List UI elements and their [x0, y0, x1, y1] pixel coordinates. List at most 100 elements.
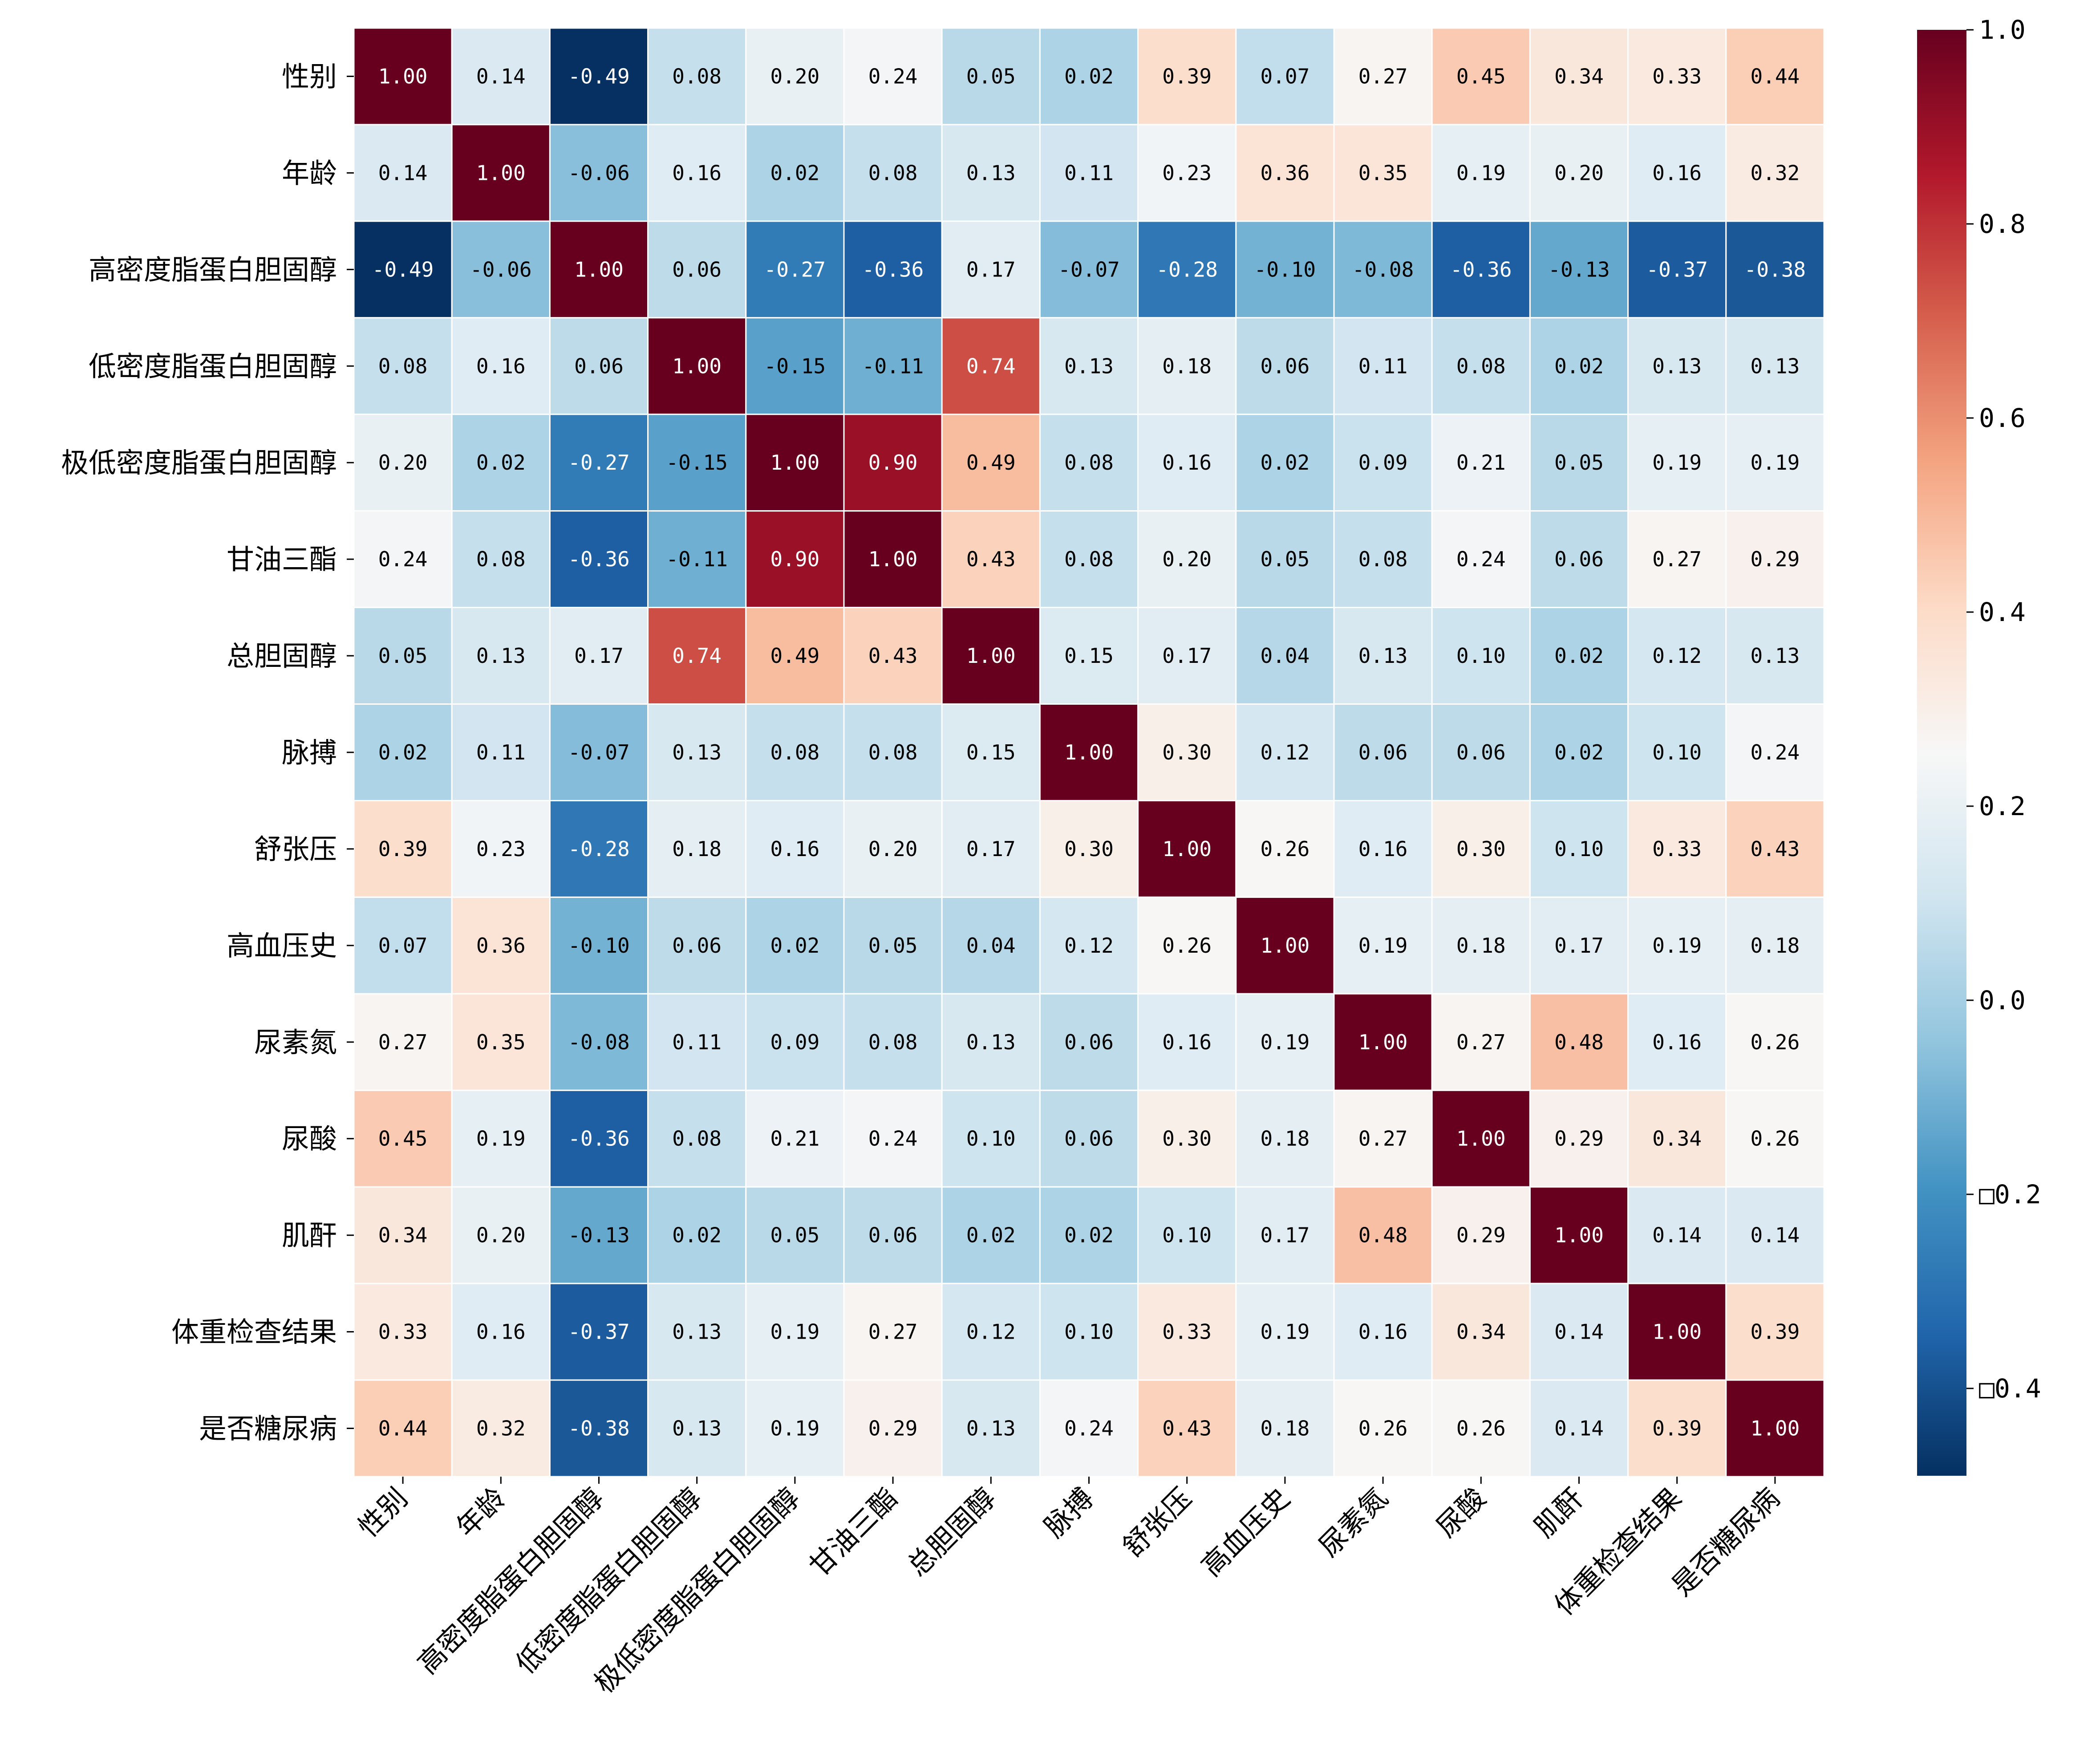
cell-value-label: 0.34	[1456, 1320, 1506, 1344]
cell-value-label: 0.08	[1456, 354, 1506, 378]
cell-value-label: 0.18	[1456, 934, 1506, 958]
cell-value-label: 0.27	[1358, 64, 1408, 88]
heatmap-cell	[1431, 510, 1531, 609]
heatmap-cell	[1039, 124, 1139, 222]
heatmap-cell	[1333, 1283, 1433, 1381]
cell-value-label: -0.27	[764, 257, 826, 281]
x-tick-label: 低密度脂蛋白胆固醇	[509, 1482, 708, 1680]
cell-value-label: 0.23	[476, 837, 526, 861]
heatmap-cell	[353, 510, 453, 609]
heatmap-cell	[1725, 1283, 1825, 1381]
heatmap-cell	[353, 607, 453, 705]
cell-value-label: 0.13	[966, 1417, 1016, 1441]
cell-value-label: 0.15	[1064, 644, 1114, 668]
heatmap-cell	[1725, 800, 1825, 898]
heatmap-cell	[451, 993, 551, 1091]
heatmap-cell	[1039, 607, 1139, 705]
heatmap-cell	[1725, 703, 1825, 801]
heatmap-cell	[1235, 124, 1335, 222]
cell-value-label: 0.17	[966, 837, 1016, 861]
heatmap-cell	[1235, 1379, 1335, 1478]
cell-value-label: 0.08	[1064, 451, 1114, 475]
cell-value-label: 0.30	[1064, 837, 1114, 861]
heatmap-cell	[843, 510, 943, 609]
cell-value-label: 0.12	[1652, 644, 1702, 668]
cell-value-label: 0.11	[1358, 354, 1408, 378]
cell-value-label: 0.17	[1261, 1223, 1310, 1247]
cell-value-label: 0.27	[1652, 547, 1702, 571]
cell-value-label: 0.18	[1751, 934, 1800, 958]
heatmap-cells: 1.00 0.14 -0.49 0.08 0.20 0.24 0.05 0.02 0.39 0.0…	[353, 27, 1825, 1478]
cell-value-label: 0.08	[378, 354, 428, 378]
cell-value-label: -0.36	[862, 257, 924, 281]
heatmap-cell	[1725, 1089, 1825, 1188]
cell-value-label: 0.08	[868, 1030, 918, 1054]
cell-value-label: 0.05	[868, 934, 918, 958]
cell-value-label: -0.36	[568, 1127, 629, 1151]
y-tick-label: 甘油三酯	[227, 543, 337, 576]
cell-value-label: 0.33	[378, 1320, 428, 1344]
heatmap-cell	[1235, 1089, 1335, 1188]
cell-value-label: 0.08	[868, 740, 918, 764]
heatmap-cell	[941, 1186, 1041, 1284]
heatmap-cell	[941, 1283, 1041, 1381]
heatmap-cell	[647, 27, 747, 126]
cell-value-label: 1.00	[1652, 1320, 1702, 1344]
cell-value-label: 0.13	[672, 1320, 722, 1344]
cell-value-label: 0.16	[1162, 451, 1212, 475]
cell-value-label: 0.45	[1456, 64, 1506, 88]
heatmap-cell	[1627, 510, 1727, 609]
heatmap-cell	[1137, 220, 1237, 319]
heatmap-cell	[1529, 1089, 1629, 1188]
heatmap-cell	[647, 607, 747, 705]
cell-value-label: 0.20	[476, 1223, 526, 1247]
heatmap-cell	[745, 220, 845, 319]
heatmap-cell	[451, 510, 551, 609]
cell-value-label: 0.13	[1751, 644, 1800, 668]
y-tick-label: 性别	[282, 60, 337, 93]
heatmap-cell	[843, 124, 943, 222]
cell-value-label: 0.09	[770, 1030, 820, 1054]
cell-value-label: -0.15	[666, 451, 727, 475]
cell-value-label: -0.07	[568, 740, 629, 764]
cell-value-label: 0.13	[672, 740, 722, 764]
cell-value-label: 0.20	[1554, 161, 1604, 185]
cell-value-label: 0.05	[1261, 547, 1310, 571]
heatmap-cell	[1431, 27, 1531, 126]
cell-value-label: 0.26	[1358, 1417, 1408, 1441]
cell-value-label: 0.06	[868, 1223, 918, 1247]
cell-value-label: 1.00	[1064, 740, 1114, 764]
heatmap-cell	[1431, 220, 1531, 319]
heatmap-cell	[549, 800, 649, 898]
colorbar-tick-label: 0.4	[1979, 597, 2026, 627]
heatmap-cell	[1431, 1089, 1531, 1188]
cell-value-label: -0.10	[1254, 257, 1316, 281]
cell-value-label: 0.19	[1652, 934, 1702, 958]
cell-value-label: 0.10	[1162, 1223, 1212, 1247]
cell-value-label: 0.13	[1751, 354, 1800, 378]
x-tick-label: 年龄	[450, 1482, 512, 1543]
heatmap-cell	[451, 703, 551, 801]
heatmap-cell	[647, 414, 747, 512]
heatmap-cell	[549, 703, 649, 801]
heatmap-cell	[1431, 414, 1531, 512]
cell-value-label: 0.11	[1064, 161, 1114, 185]
cell-value-label: 0.34	[1554, 64, 1604, 88]
cell-value-label: 0.30	[1162, 740, 1212, 764]
heatmap-cell	[451, 800, 551, 898]
heatmap-cell	[1333, 703, 1433, 801]
heatmap-cell	[1039, 896, 1139, 995]
cell-value-label: 0.19	[476, 1127, 526, 1151]
cell-value-label: 0.30	[1456, 837, 1506, 861]
cell-value-label: 0.16	[476, 354, 526, 378]
cell-value-label: 0.14	[378, 161, 428, 185]
cell-value-label: 0.12	[1261, 740, 1310, 764]
heatmap-cell	[941, 414, 1041, 512]
cell-value-label: 0.17	[1162, 644, 1212, 668]
cell-value-label: 0.06	[1064, 1030, 1114, 1054]
cell-value-label: 0.05	[770, 1223, 820, 1247]
cell-value-label: 0.29	[1751, 547, 1800, 571]
colorbar: 1.0 0.8 0.6 0.4 0.2 0.0 □0.2 □0.4	[1917, 15, 2041, 1476]
x-tick-label: 甘油三酯	[803, 1482, 904, 1583]
